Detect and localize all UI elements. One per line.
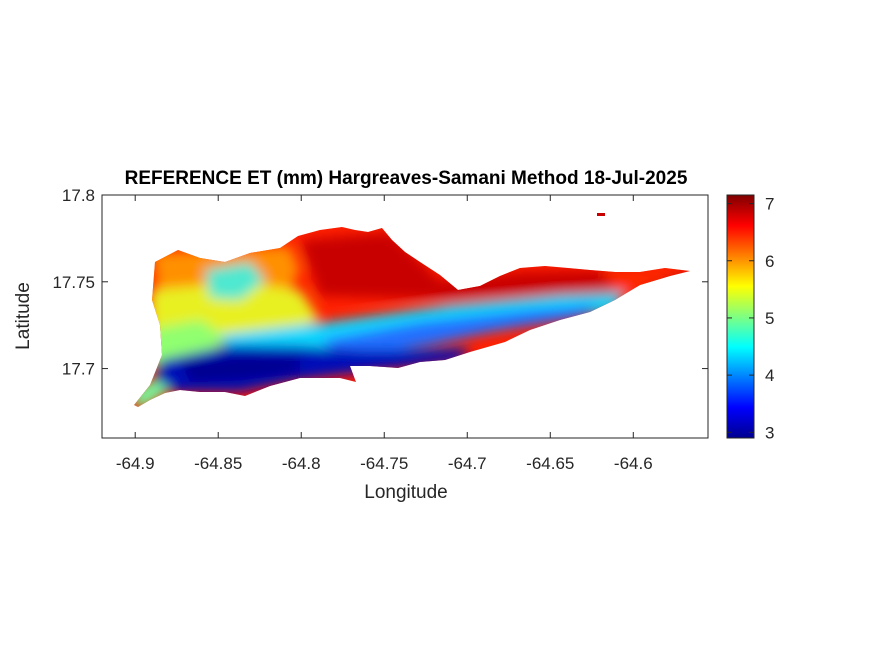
colorbar-tick-label: 6 bbox=[765, 252, 774, 271]
y-axis-label: Latitude bbox=[13, 282, 34, 350]
region-south-deep bbox=[180, 356, 300, 382]
colorbar-tick-label: 7 bbox=[765, 195, 774, 214]
x-tick-label: -64.9 bbox=[116, 454, 155, 473]
x-tick-label: -64.85 bbox=[194, 454, 242, 473]
region-west-green bbox=[148, 320, 230, 368]
islet bbox=[597, 213, 605, 216]
x-axis-label: Longitude bbox=[364, 482, 447, 503]
x-tick-label: -64.8 bbox=[282, 454, 321, 473]
y-axis: 17.7 17.75 17.8 bbox=[52, 186, 708, 379]
chart-title: REFERENCE ET (mm) Hargreaves-Samani Meth… bbox=[125, 168, 688, 189]
x-tick-label: -64.6 bbox=[614, 454, 653, 473]
region-north-dark-red bbox=[300, 232, 690, 300]
x-tick-label: -64.7 bbox=[448, 454, 487, 473]
x-axis: -64.9 -64.85 -64.8 -64.75 -64.7 -64.65 -64.6 bbox=[116, 195, 653, 473]
colorbar-tick-label: 4 bbox=[765, 366, 774, 385]
x-tick-label: -64.75 bbox=[360, 454, 408, 473]
colorbar-tick-label: 3 bbox=[765, 423, 774, 442]
y-tick-label: 17.75 bbox=[52, 273, 95, 292]
colorbar bbox=[726, 194, 755, 439]
y-tick-label: 17.8 bbox=[62, 186, 95, 205]
region-east-red bbox=[600, 270, 690, 292]
region-middle-blue bbox=[320, 305, 600, 358]
colorbar-ticks: 3 4 5 6 7 bbox=[727, 195, 774, 442]
colorbar-tick-label: 5 bbox=[765, 309, 774, 328]
region-southwest-tip bbox=[134, 375, 170, 407]
x-tick-label: -64.65 bbox=[526, 454, 574, 473]
y-tick-label: 17.7 bbox=[62, 360, 95, 379]
region-cyan-blob bbox=[205, 262, 265, 300]
